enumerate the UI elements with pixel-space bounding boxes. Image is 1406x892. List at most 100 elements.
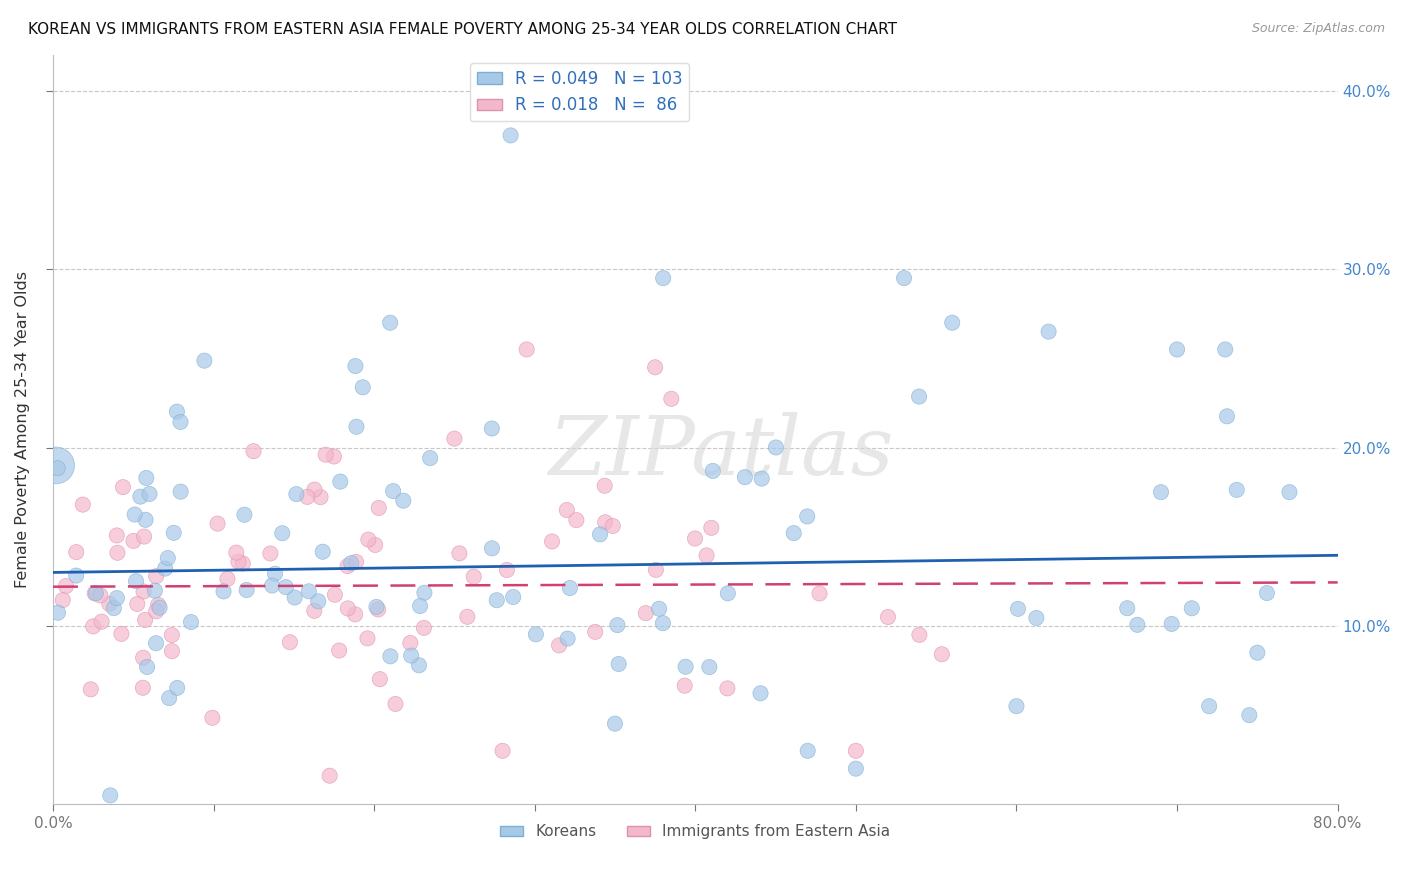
Koreans xyxy=(124,508,146,522)
Immigrants from Eastern Asia xyxy=(384,697,406,711)
Immigrants from Eastern Asia xyxy=(808,586,831,600)
Immigrants from Eastern Asia xyxy=(318,769,340,783)
Koreans xyxy=(271,526,294,541)
Koreans xyxy=(352,380,374,394)
Koreans xyxy=(1116,601,1139,615)
Immigrants from Eastern Asia xyxy=(700,521,723,535)
Immigrants from Eastern Asia xyxy=(593,516,616,530)
Koreans xyxy=(307,594,329,608)
Koreans xyxy=(796,744,818,758)
Koreans xyxy=(149,600,172,615)
Immigrants from Eastern Asia xyxy=(583,624,606,639)
Koreans xyxy=(1126,617,1149,632)
Koreans xyxy=(1246,646,1268,660)
Koreans xyxy=(603,716,626,731)
Koreans xyxy=(274,580,297,594)
Immigrants from Eastern Asia xyxy=(83,586,105,600)
Koreans xyxy=(166,681,188,695)
Koreans xyxy=(749,686,772,700)
Koreans xyxy=(156,551,179,566)
Immigrants from Eastern Asia xyxy=(127,597,149,611)
Immigrants from Eastern Asia xyxy=(645,563,668,577)
Text: KOREAN VS IMMIGRANTS FROM EASTERN ASIA FEMALE POVERTY AMONG 25-34 YEAR OLDS CORR: KOREAN VS IMMIGRANTS FROM EASTERN ASIA F… xyxy=(28,22,897,37)
Immigrants from Eastern Asia xyxy=(304,604,326,618)
Koreans xyxy=(409,599,432,613)
Koreans xyxy=(908,390,931,404)
Immigrants from Eastern Asia xyxy=(877,610,900,624)
Koreans xyxy=(169,484,191,499)
Koreans xyxy=(235,582,257,597)
Immigrants from Eastern Asia xyxy=(368,672,391,686)
Immigrants from Eastern Asia xyxy=(98,597,121,611)
Koreans xyxy=(340,556,363,570)
Immigrants from Eastern Asia xyxy=(132,681,155,695)
Immigrants from Eastern Asia xyxy=(160,644,183,658)
Immigrants from Eastern Asia xyxy=(908,628,931,642)
Koreans xyxy=(1025,611,1047,625)
Koreans xyxy=(941,316,963,330)
Immigrants from Eastern Asia xyxy=(242,444,264,458)
Koreans xyxy=(589,527,612,541)
Immigrants from Eastern Asia xyxy=(207,516,229,531)
Immigrants from Eastern Asia xyxy=(516,343,538,357)
Immigrants from Eastern Asia xyxy=(201,711,224,725)
Koreans xyxy=(285,487,308,501)
Koreans xyxy=(65,568,87,582)
Immigrants from Eastern Asia xyxy=(228,555,250,569)
Koreans xyxy=(408,658,430,673)
Koreans xyxy=(103,601,125,615)
Immigrants from Eastern Asia xyxy=(548,638,571,652)
Immigrants from Eastern Asia xyxy=(132,650,155,665)
Immigrants from Eastern Asia xyxy=(336,601,359,615)
Immigrants from Eastern Asia xyxy=(110,627,132,641)
Koreans xyxy=(105,591,128,606)
Immigrants from Eastern Asia xyxy=(845,744,868,758)
Koreans xyxy=(138,487,160,501)
Koreans xyxy=(502,590,524,604)
Koreans xyxy=(845,762,868,776)
Koreans xyxy=(262,578,284,592)
Immigrants from Eastern Asia xyxy=(491,744,513,758)
Koreans xyxy=(1007,602,1029,616)
Immigrants from Eastern Asia xyxy=(443,432,465,446)
Koreans xyxy=(1160,616,1182,631)
Immigrants from Eastern Asia xyxy=(297,490,319,504)
Koreans xyxy=(382,484,405,499)
Koreans xyxy=(284,591,307,605)
Koreans xyxy=(163,525,186,540)
Koreans xyxy=(129,490,152,504)
Immigrants from Eastern Asia xyxy=(336,559,359,574)
Koreans xyxy=(378,316,401,330)
Immigrants from Eastern Asia xyxy=(80,682,103,697)
Koreans xyxy=(329,475,352,489)
Koreans xyxy=(46,461,69,475)
Koreans xyxy=(1005,699,1028,714)
Immigrants from Eastern Asia xyxy=(357,533,380,547)
Koreans xyxy=(98,789,121,803)
Immigrants from Eastern Asia xyxy=(344,555,367,569)
Immigrants from Eastern Asia xyxy=(496,563,519,577)
Koreans xyxy=(380,649,402,664)
Immigrants from Eastern Asia xyxy=(344,607,367,622)
Immigrants from Eastern Asia xyxy=(456,609,478,624)
Koreans xyxy=(796,509,818,524)
Koreans xyxy=(1213,343,1236,357)
Immigrants from Eastern Asia xyxy=(673,679,696,693)
Koreans xyxy=(135,513,157,527)
Immigrants from Eastern Asia xyxy=(413,621,436,635)
Immigrants from Eastern Asia xyxy=(107,546,129,560)
Koreans xyxy=(157,691,180,706)
Immigrants from Eastern Asia xyxy=(367,500,389,515)
Immigrants from Eastern Asia xyxy=(52,593,75,607)
Koreans xyxy=(557,632,579,646)
Koreans xyxy=(783,526,806,541)
Immigrants from Eastern Asia xyxy=(565,513,588,527)
Koreans xyxy=(413,586,436,600)
Koreans xyxy=(169,415,191,429)
Immigrants from Eastern Asia xyxy=(356,632,378,646)
Koreans xyxy=(558,581,581,595)
Koreans xyxy=(264,566,287,581)
Koreans xyxy=(346,419,368,434)
Koreans xyxy=(312,545,335,559)
Immigrants from Eastern Asia xyxy=(309,490,332,504)
